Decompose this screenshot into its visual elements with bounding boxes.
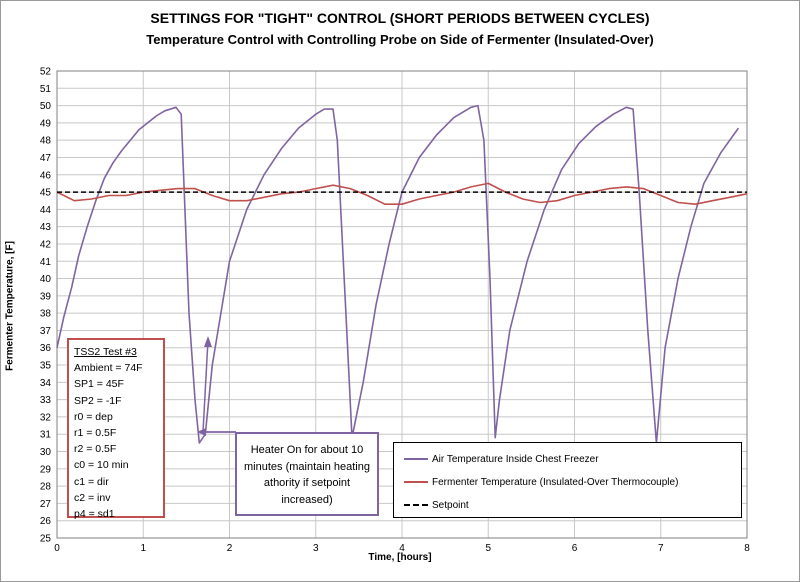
- heater-callout: Heater On for about 10 minutes (maintain…: [235, 432, 379, 516]
- legend-label-fermenter: Fermenter Temperature (Insulated-Over Th…: [432, 476, 679, 488]
- note-line: r0 = dep: [74, 410, 113, 423]
- y-tick-label: 46: [40, 170, 52, 181]
- legend-swatch-setpoint: [404, 504, 428, 506]
- legend-label-setpoint: Setpoint: [432, 499, 469, 511]
- x-tick-label: 6: [572, 543, 578, 554]
- chart-subtitle: Temperature Control with Controlling Pro…: [146, 32, 654, 47]
- y-tick-label: 40: [40, 274, 52, 285]
- callout-arrowhead-upper: [204, 336, 212, 347]
- y-tick-label: 39: [40, 291, 52, 302]
- callout-arrow-upper: [202, 339, 236, 433]
- y-tick-label: 25: [40, 534, 52, 545]
- y-tick-label: 37: [40, 326, 52, 337]
- y-tick-label: 31: [40, 430, 52, 441]
- note-line: r1 = 0.5F: [74, 427, 117, 440]
- note-line: r2 = 0.5F: [74, 443, 117, 456]
- y-tick-label: 44: [40, 205, 52, 216]
- y-tick-label: 51: [40, 84, 52, 95]
- y-tick-label: 35: [40, 361, 52, 372]
- x-tick-label: 8: [744, 543, 750, 554]
- note-line: c2 = inv: [74, 491, 111, 504]
- y-tick-label: 42: [40, 239, 52, 250]
- chart-title: SETTINGS FOR "TIGHT" CONTROL (SHORT PERI…: [150, 10, 650, 26]
- note-line: Ambient = 74F: [74, 362, 143, 375]
- plot-border: [56, 70, 748, 539]
- legend-swatch-air: [404, 458, 428, 460]
- x-tick-label: 4: [399, 543, 405, 554]
- y-axis-label: Fermenter Temperature, [F]: [4, 241, 16, 371]
- y-tick-label: 29: [40, 464, 52, 475]
- x-tick-label: 5: [485, 543, 491, 554]
- x-axis-label: Time, [hours]: [368, 552, 432, 563]
- y-tick-label: 48: [40, 136, 52, 147]
- y-tick-label: 36: [40, 343, 52, 354]
- callout-arrowhead-lower: [197, 428, 206, 436]
- y-tick-label: 33: [40, 395, 52, 406]
- y-tick-label: 27: [40, 499, 52, 510]
- y-tick-label: 45: [40, 188, 52, 199]
- note-line: SP2 = -1F: [74, 394, 122, 407]
- y-tick-label: 50: [40, 101, 52, 112]
- y-tick-label: 30: [40, 447, 52, 458]
- y-tick-label: 52: [40, 67, 52, 78]
- note-line: c0 = 10 min: [74, 459, 129, 472]
- note-line: SP1 = 45F: [74, 378, 124, 391]
- legend: Air Temperature Inside Chest Freezer Fer…: [393, 442, 742, 518]
- legend-item-fermenter: Fermenter Temperature (Insulated-Over Th…: [404, 475, 678, 489]
- y-tick-label: 32: [40, 412, 52, 423]
- settings-note-box: TSS2 Test #3 Ambient = 74F SP1 = 45F SP2…: [67, 338, 165, 520]
- y-tick-label: 41: [40, 257, 52, 268]
- y-tick-label: 26: [40, 516, 52, 527]
- y-tick-label: 47: [40, 153, 52, 164]
- fermenter-temperature-line: [56, 182, 748, 205]
- legend-swatch-fermenter: [404, 481, 428, 483]
- y-tick-label: 28: [40, 482, 52, 493]
- x-tick-label: 0: [54, 543, 60, 554]
- note-line: c1 = dir: [74, 475, 109, 488]
- y-tick-label: 38: [40, 309, 52, 320]
- x-tick-label: 7: [658, 543, 664, 554]
- y-tick-label: 34: [40, 378, 52, 389]
- legend-item-setpoint: Setpoint: [404, 498, 469, 512]
- legend-item-air: Air Temperature Inside Chest Freezer: [404, 452, 599, 466]
- x-tick-label: 1: [140, 543, 146, 554]
- y-tick-label: 43: [40, 222, 52, 233]
- note-line: p4 = sd1: [74, 508, 115, 521]
- air-temperature-line: [56, 104, 740, 444]
- y-tick-label: 49: [40, 118, 52, 129]
- x-tick-label: 2: [227, 543, 233, 554]
- x-tick-label: 3: [313, 543, 319, 554]
- note-heading: TSS2 Test #3: [74, 346, 137, 358]
- legend-label-air: Air Temperature Inside Chest Freezer: [432, 453, 599, 465]
